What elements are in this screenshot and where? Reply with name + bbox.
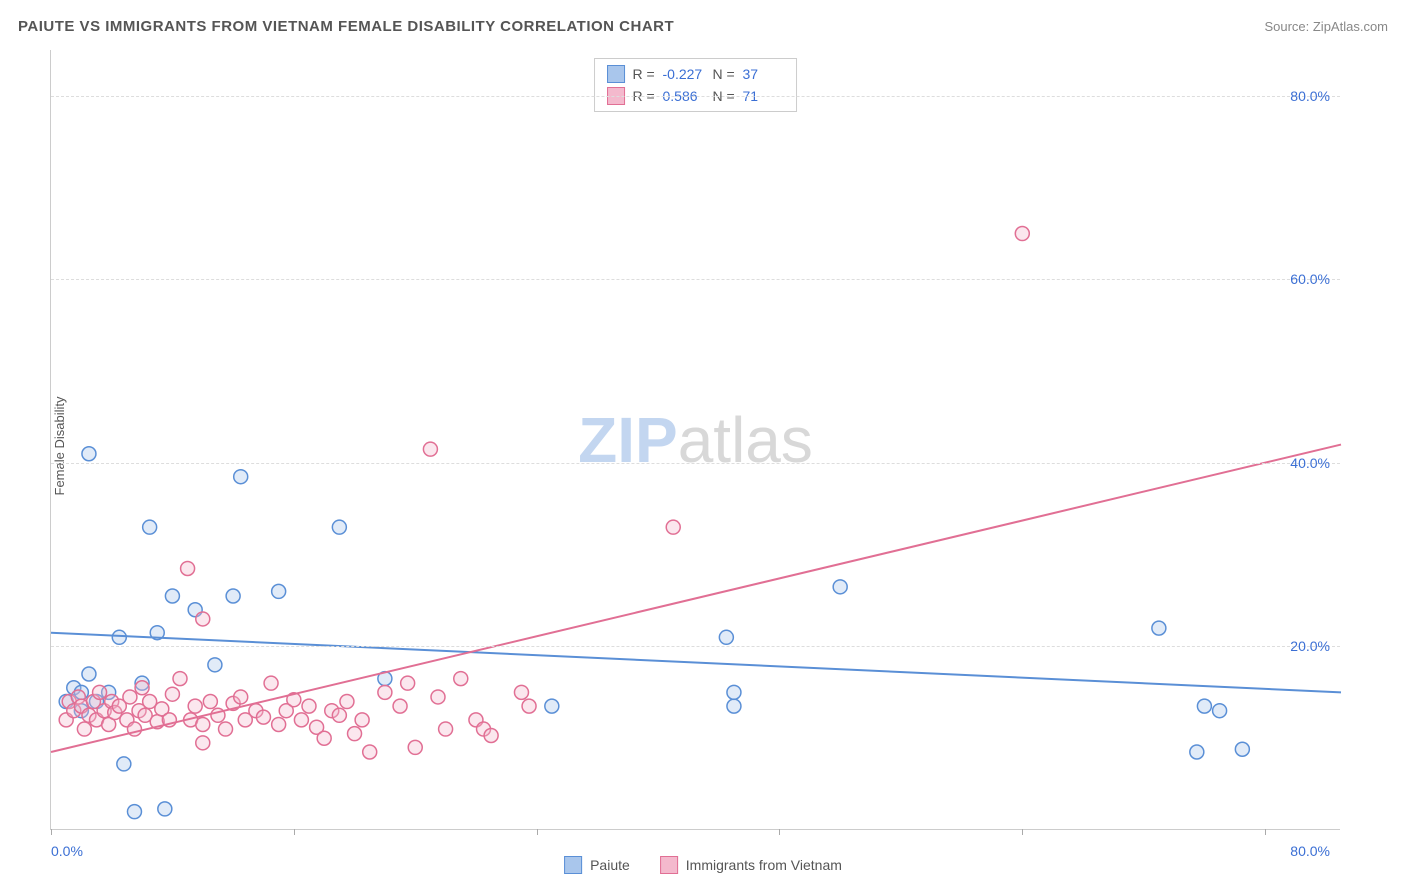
data-point (1197, 699, 1211, 713)
legend-n: N = 37 (713, 66, 785, 82)
data-point (165, 687, 179, 701)
data-point (77, 722, 91, 736)
data-point (340, 695, 354, 709)
data-point (135, 681, 149, 695)
legend-swatch (660, 856, 678, 874)
data-point (93, 685, 107, 699)
data-point (423, 442, 437, 456)
data-point (363, 745, 377, 759)
data-point (393, 699, 407, 713)
data-point (264, 676, 278, 690)
legend-swatch (564, 856, 582, 874)
data-point (317, 731, 331, 745)
x-tick (294, 829, 295, 835)
data-point (401, 676, 415, 690)
data-point (1190, 745, 1204, 759)
y-tick-label: 60.0% (1290, 271, 1330, 287)
data-point (173, 672, 187, 686)
data-point (1235, 742, 1249, 756)
legend-row: R = -0.227 N = 37 (607, 63, 785, 85)
data-point (727, 685, 741, 699)
data-point (1015, 227, 1029, 241)
trend-line (51, 445, 1341, 752)
data-point (348, 727, 362, 741)
chart-title: PAIUTE VS IMMIGRANTS FROM VIETNAM FEMALE… (18, 18, 674, 35)
data-point (719, 630, 733, 644)
data-point (294, 713, 308, 727)
data-point (454, 672, 468, 686)
data-point (158, 802, 172, 816)
data-point (332, 708, 346, 722)
data-point (1152, 621, 1166, 635)
data-point (514, 685, 528, 699)
data-point (208, 658, 222, 672)
legend-swatch (607, 65, 625, 83)
gridline (51, 646, 1340, 647)
chart-svg (51, 50, 1340, 829)
data-point (545, 699, 559, 713)
legend-item: Paiute (564, 856, 630, 874)
data-point (181, 561, 195, 575)
data-point (272, 717, 286, 731)
data-point (196, 717, 210, 731)
legend-r: R = -0.227 (633, 66, 705, 82)
x-tick (1265, 829, 1266, 835)
data-point (203, 695, 217, 709)
y-tick-label: 80.0% (1290, 88, 1330, 104)
legend-item: Immigrants from Vietnam (660, 856, 842, 874)
data-point (355, 713, 369, 727)
data-point (431, 690, 445, 704)
data-point (302, 699, 316, 713)
trend-line (51, 633, 1341, 693)
legend-label: Paiute (590, 857, 630, 873)
x-tick-label-left: 0.0% (51, 843, 83, 859)
legend-label: Immigrants from Vietnam (686, 857, 842, 873)
data-point (127, 805, 141, 819)
data-point (484, 728, 498, 742)
source-attribution: Source: ZipAtlas.com (1264, 19, 1388, 34)
title-bar: PAIUTE VS IMMIGRANTS FROM VIETNAM FEMALE… (18, 18, 1388, 35)
data-point (82, 447, 96, 461)
data-point (234, 470, 248, 484)
y-tick-label: 20.0% (1290, 638, 1330, 654)
data-point (332, 520, 346, 534)
data-point (112, 630, 126, 644)
data-point (1213, 704, 1227, 718)
data-point (82, 667, 96, 681)
x-tick (537, 829, 538, 835)
x-tick (51, 829, 52, 835)
data-point (522, 699, 536, 713)
data-point (143, 520, 157, 534)
gridline (51, 96, 1340, 97)
data-point (226, 589, 240, 603)
data-point (188, 699, 202, 713)
data-point (833, 580, 847, 594)
gridline (51, 279, 1340, 280)
data-point (117, 757, 131, 771)
x-tick (1022, 829, 1023, 835)
data-point (666, 520, 680, 534)
data-point (196, 736, 210, 750)
data-point (272, 584, 286, 598)
data-point (408, 740, 422, 754)
correlation-legend: R = -0.227N = 37R = 0.586N = 71 (594, 58, 798, 112)
data-point (165, 589, 179, 603)
data-point (727, 699, 741, 713)
data-point (219, 722, 233, 736)
y-tick-label: 40.0% (1290, 455, 1330, 471)
plot-area: ZIPatlas R = -0.227N = 37R = 0.586N = 71… (50, 50, 1340, 830)
data-point (123, 690, 137, 704)
x-tick-label-right: 80.0% (1290, 843, 1330, 859)
data-point (256, 710, 270, 724)
gridline (51, 463, 1340, 464)
series-legend: Paiute Immigrants from Vietnam (564, 856, 842, 874)
data-point (196, 612, 210, 626)
data-point (439, 722, 453, 736)
data-point (378, 685, 392, 699)
data-point (234, 690, 248, 704)
x-tick (779, 829, 780, 835)
